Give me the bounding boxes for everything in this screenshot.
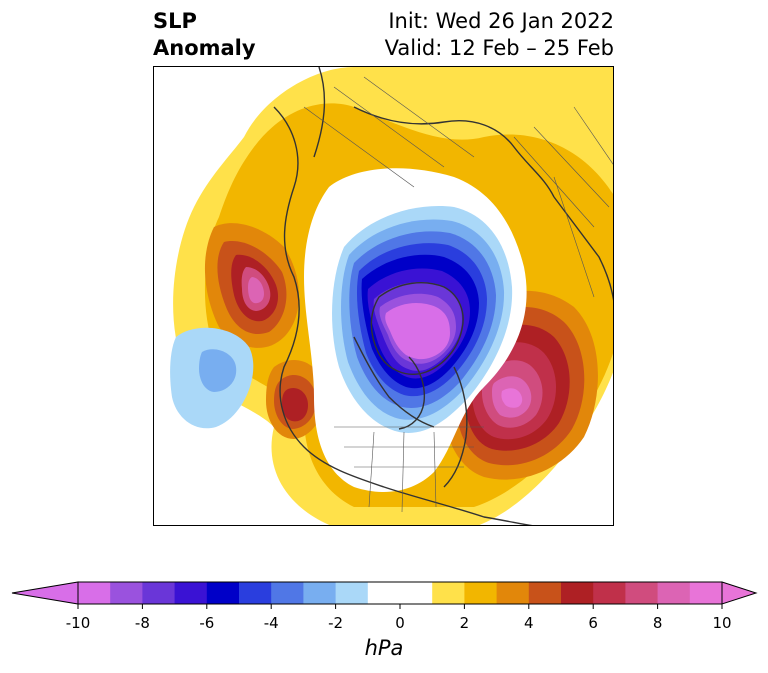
colorbar-cell bbox=[496, 582, 530, 604]
colorbar-tick-label: -2 bbox=[328, 614, 344, 632]
colorbar-tick-label: 8 bbox=[652, 614, 663, 632]
colorbar-cell bbox=[303, 582, 337, 604]
colorbar-cell bbox=[367, 582, 401, 604]
colorbar-cell bbox=[174, 582, 208, 604]
colorbar-cell bbox=[689, 582, 723, 604]
colorbar-cell bbox=[657, 582, 691, 604]
colorbar-cell bbox=[625, 582, 659, 604]
colorbar-cell bbox=[432, 582, 465, 604]
init-date: Init: Wed 26 Jan 2022 bbox=[388, 9, 614, 33]
colorbar-cell bbox=[239, 582, 272, 604]
colorbar-tick-label: 2 bbox=[459, 614, 470, 632]
colorbar-cell bbox=[335, 582, 369, 604]
valid-range: Valid: 12 Feb – 25 Feb bbox=[384, 36, 614, 60]
colorbar-tick-label: 0 bbox=[395, 614, 405, 632]
colorbar-tick-label: -8 bbox=[134, 614, 150, 632]
negative-anomaly-fill bbox=[170, 206, 513, 433]
title-variable: SLP bbox=[153, 9, 197, 33]
colorbar-extend-min bbox=[11, 581, 79, 605]
colorbar-cell bbox=[561, 582, 594, 604]
colorbar-cell bbox=[206, 582, 240, 604]
colorbar-cell bbox=[400, 582, 433, 604]
anomaly-map bbox=[153, 66, 614, 526]
colorbar-cell bbox=[78, 582, 111, 604]
title-kind: Anomaly bbox=[153, 36, 256, 60]
colorbar-cell bbox=[271, 582, 304, 604]
colorbar-cell bbox=[142, 582, 176, 604]
colorbar-tick-label: -6 bbox=[199, 614, 215, 632]
colorbar-tick-label: -10 bbox=[65, 614, 91, 632]
chart-title: SLP Anomaly bbox=[153, 8, 256, 62]
colorbar-cell bbox=[464, 582, 498, 604]
colorbar-cell bbox=[528, 582, 562, 604]
map-svg bbox=[154, 67, 613, 525]
colorbar-units: hPa bbox=[364, 636, 404, 660]
colorbar bbox=[11, 581, 758, 609]
colorbar-tick-label: 10 bbox=[712, 614, 732, 632]
colorbar-cell bbox=[593, 582, 626, 604]
colorbar-tick-label: 6 bbox=[588, 614, 598, 632]
colorbar-cell bbox=[110, 582, 143, 604]
coastlines bbox=[273, 67, 613, 525]
colorbar-tick-label: 4 bbox=[524, 614, 534, 632]
chart-dates: Init: Wed 26 Jan 2022 Valid: 12 Feb – 25… bbox=[385, 8, 614, 62]
colorbar-extend-max bbox=[721, 581, 758, 605]
colorbar-tick-label: -4 bbox=[263, 614, 279, 632]
political-borders bbox=[303, 76, 613, 513]
